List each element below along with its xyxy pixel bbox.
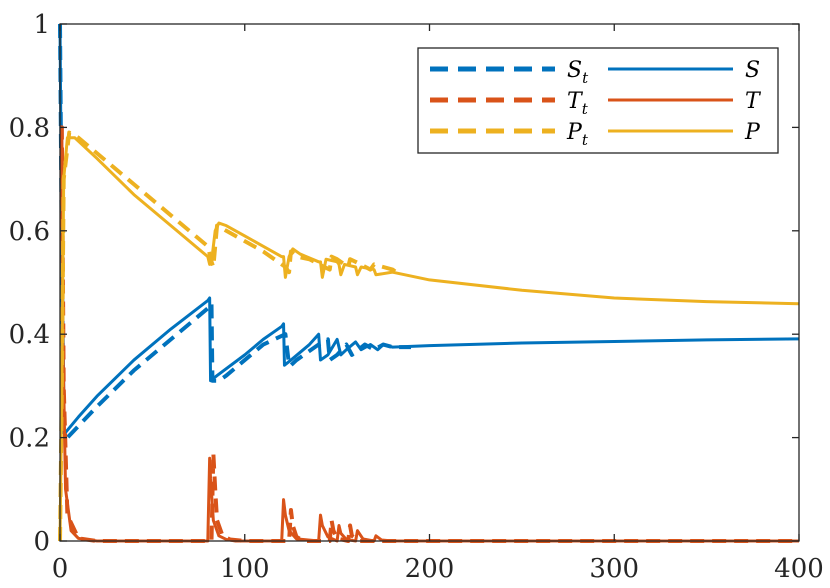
series-line-p xyxy=(58,136,800,542)
y-tick-label: 0.8 xyxy=(9,113,50,143)
y-tick-label: 0.4 xyxy=(9,320,50,350)
series-line-s xyxy=(58,23,800,434)
y-tick-label: 0 xyxy=(33,527,50,557)
legend-label: S xyxy=(745,58,760,83)
ticks-layer: 0 100 200 300 400 0 0.2 0.4 0.6 0.8 1 xyxy=(9,10,824,584)
x-tick-label: 100 xyxy=(220,554,270,584)
legend-label: T xyxy=(745,89,762,114)
y-tick-label: 1 xyxy=(33,10,50,40)
x-tick-label: 200 xyxy=(405,554,455,584)
x-tick-label: 400 xyxy=(774,554,824,584)
x-tick-label: 0 xyxy=(52,554,69,584)
x-tick-label: 300 xyxy=(589,554,639,584)
legend-label: P xyxy=(744,120,761,145)
y-tick-label: 0.2 xyxy=(9,424,50,454)
series-line-s-t xyxy=(58,23,412,440)
y-tick-label: 0.6 xyxy=(9,217,50,247)
